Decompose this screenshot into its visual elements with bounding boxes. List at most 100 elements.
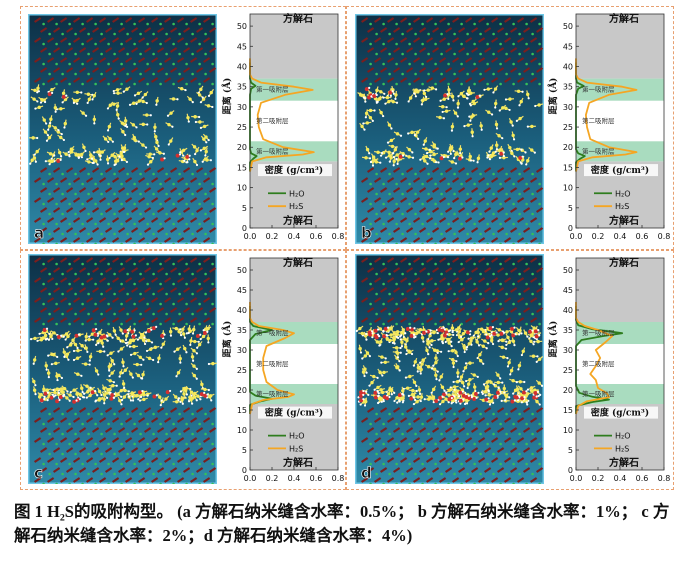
hydrogen-atom: [465, 92, 468, 95]
hydrogen-atom: [133, 94, 137, 97]
y-tick-label: 40: [237, 306, 247, 315]
x-tick-label: 0.2: [266, 474, 279, 483]
hydrogen-atom: [365, 338, 368, 341]
sulfur-atom: [395, 330, 400, 334]
hydrogen-atom: [447, 150, 450, 153]
carbonate-group: [169, 227, 178, 233]
sulfur-atom: [431, 396, 435, 401]
calcium-ion: [81, 282, 84, 286]
hydrogen-atom: [171, 125, 174, 128]
carbonate-group: [65, 207, 74, 213]
carbonate-group: [438, 437, 447, 443]
calcium-ion: [107, 322, 110, 326]
calcium-ion: [100, 272, 103, 276]
carbonate-group: [431, 407, 440, 413]
sulfur-atom: [411, 393, 416, 397]
sulfur-atom: [68, 343, 73, 347]
sulfur-atom: [537, 103, 541, 107]
calcium-ion: [499, 262, 502, 266]
carbonate-group: [464, 437, 473, 443]
carbonate-group: [444, 407, 453, 413]
x-tick-label: 0.6: [310, 232, 323, 241]
hydrogen-atom: [173, 350, 176, 353]
carbonate-group: [438, 237, 447, 243]
calcium-ion: [81, 202, 84, 206]
hydrogen-atom: [516, 399, 520, 402]
calcium-ion: [375, 472, 378, 476]
water-hydrogen-atom: [477, 391, 480, 394]
hydrogen-atom: [60, 376, 64, 380]
carbonate-group: [477, 457, 486, 463]
hydrogen-atom: [533, 340, 536, 343]
sulfur-atom: [49, 117, 53, 121]
sulfur-atom: [83, 362, 88, 366]
carbonate-group: [438, 317, 447, 323]
water-oxygen-atom: [382, 334, 387, 339]
carbonate-group: [522, 407, 531, 413]
water-hydrogen-atom: [391, 90, 394, 93]
sulfur-atom: [496, 373, 500, 377]
calcium-ion: [146, 82, 149, 86]
carbonate-group: [72, 277, 81, 283]
calcium-ion: [74, 272, 77, 276]
sulfur-atom: [428, 333, 432, 338]
hydrogen-atom: [204, 154, 207, 157]
hydrogen-atom: [415, 389, 418, 393]
sulfur-atom: [509, 120, 513, 124]
hydrogen-atom: [450, 402, 453, 405]
calcium-ion: [139, 472, 142, 476]
sulfur-atom: [113, 159, 118, 163]
calcium-ion: [126, 172, 129, 176]
hydrogen-atom: [407, 100, 410, 103]
calcium-ion: [81, 222, 84, 226]
hydrogen-atom: [199, 398, 202, 401]
sulfur-atom: [63, 97, 68, 102]
sulfur-atom: [181, 332, 186, 336]
carbonate-group: [59, 17, 68, 23]
calcium-ion: [191, 272, 194, 276]
sulfur-atom: [32, 388, 37, 392]
hydrogen-atom: [362, 122, 365, 125]
carbonate-group: [373, 277, 382, 283]
calcium-ion: [152, 72, 155, 76]
water-oxygen-atom: [61, 94, 66, 99]
calcium-ion: [211, 282, 214, 286]
calcium-ion: [518, 52, 521, 56]
carbonate-group: [91, 267, 100, 273]
hydrogen-atom: [45, 368, 48, 371]
carbonate-group: [399, 37, 408, 43]
sulfur-atom: [517, 363, 522, 368]
water-hydrogen-atom: [370, 95, 373, 98]
hydrogen-atom: [399, 346, 402, 350]
carbonate-group: [425, 237, 434, 243]
hydrogen-atom: [36, 91, 39, 94]
carbonate-group: [425, 257, 434, 263]
calcium-ion: [486, 302, 489, 306]
carbonate-group: [143, 407, 152, 413]
hydrogen-atom: [405, 352, 408, 356]
carbonate-group: [163, 237, 172, 243]
carbonate-group: [85, 17, 94, 23]
carbonate-group: [59, 317, 68, 323]
calcium-ion: [466, 192, 469, 196]
hydrogen-atom: [46, 399, 49, 402]
hydrogen-atom: [140, 377, 143, 380]
calcium-ion: [165, 212, 168, 216]
calcium-ion: [479, 172, 482, 176]
calcium-ion: [172, 22, 175, 26]
sulfur-atom: [402, 337, 407, 341]
sulfur-atom: [90, 332, 95, 336]
carbonate-group: [65, 287, 74, 293]
calcium-ion: [120, 202, 123, 206]
calcium-ion: [126, 312, 129, 316]
calcium-ion: [126, 292, 129, 296]
calcium-ion: [146, 442, 149, 446]
carbonate-group: [163, 437, 172, 443]
calcium-ion: [159, 202, 162, 206]
calcium-ion: [486, 22, 489, 26]
sulfur-atom: [123, 119, 128, 123]
sulfur-atom: [450, 124, 455, 129]
carbonate-group: [156, 207, 165, 213]
water-hydrogen-atom: [475, 396, 478, 399]
calcium-ion: [42, 42, 45, 46]
